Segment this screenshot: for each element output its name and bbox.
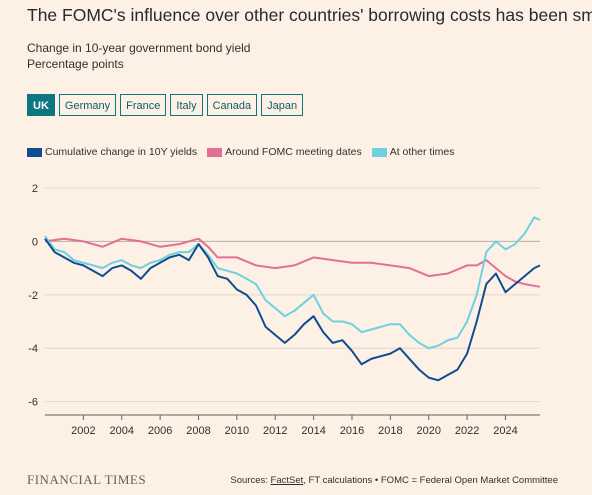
legend-label-cumulative: Cumulative change in 10Y yields — [45, 146, 198, 158]
tab-italy[interactable]: Italy — [170, 94, 203, 116]
tab-japan[interactable]: Japan — [261, 94, 304, 116]
chart-legend: Cumulative change in 10Y yields Around F… — [27, 146, 455, 158]
y-tick-label: -2 — [28, 290, 38, 302]
legend-item-fomc: Around FOMC meeting dates — [207, 146, 362, 158]
x-tick-label: 2020 — [416, 425, 440, 437]
legend-swatch-cumulative — [27, 147, 42, 157]
source-factset-link[interactable]: FactSet — [270, 475, 304, 486]
tab-germany[interactable]: Germany — [58, 94, 117, 116]
y-tick-label: -6 — [28, 397, 38, 409]
legend-item-other: At other times — [371, 146, 455, 158]
legend-item-cumulative: Cumulative change in 10Y yields — [27, 146, 197, 158]
tab-uk[interactable]: UK — [27, 94, 55, 116]
y-tick-label: 2 — [32, 183, 38, 195]
legend-swatch-other — [371, 147, 387, 157]
y-tick-label: 0 — [32, 236, 38, 248]
country-tabs: UK Germany France Italy Canada Japan — [27, 94, 304, 116]
x-tick-label: 2004 — [110, 425, 134, 437]
series-line-cumulative — [44, 238, 541, 382]
legend-label-fomc: Around FOMC meeting dates — [225, 146, 362, 158]
y-tick-label: -4 — [28, 343, 38, 355]
legend-swatch-fomc — [207, 147, 223, 157]
line-chart: 2 0 -2 -4 -6 2002 2004 2006 2008 2010 2012 2014 2016… — [28, 183, 541, 437]
chart-units: Percentage points — [27, 57, 124, 71]
chart-subtitle: Change in 10-year government bond yield — [27, 41, 251, 55]
tab-canada[interactable]: Canada — [206, 94, 258, 116]
x-tick-label: 2006 — [148, 425, 172, 437]
x-tick-label: 2002 — [71, 425, 95, 437]
x-tick-label: 2022 — [455, 425, 479, 437]
x-tick-label: 2018 — [378, 425, 402, 437]
source-note: Sources: FactSet, FT calculations • FOMC… — [230, 475, 558, 486]
x-tick-label: 2010 — [225, 425, 249, 437]
x-tick-label: 2008 — [186, 425, 210, 437]
legend-label-other: At other times — [389, 146, 455, 158]
x-tick-label: 2016 — [340, 425, 364, 437]
tab-france[interactable]: France — [120, 94, 167, 116]
x-tick-label: 2024 — [493, 425, 517, 437]
chart-title: The FOMC's influence over other countrie… — [27, 5, 592, 25]
source-prefix: Sources: — [230, 475, 271, 486]
x-tick-label: 2012 — [263, 425, 287, 437]
series-line-other — [44, 216, 541, 350]
source-rest: , FT calculations • FOMC = Federal Open … — [303, 475, 558, 486]
ft-logo: FINANCIAL TIMES — [27, 472, 147, 487]
x-tick-label: 2014 — [301, 425, 325, 437]
series-line-fomc — [44, 237, 541, 288]
